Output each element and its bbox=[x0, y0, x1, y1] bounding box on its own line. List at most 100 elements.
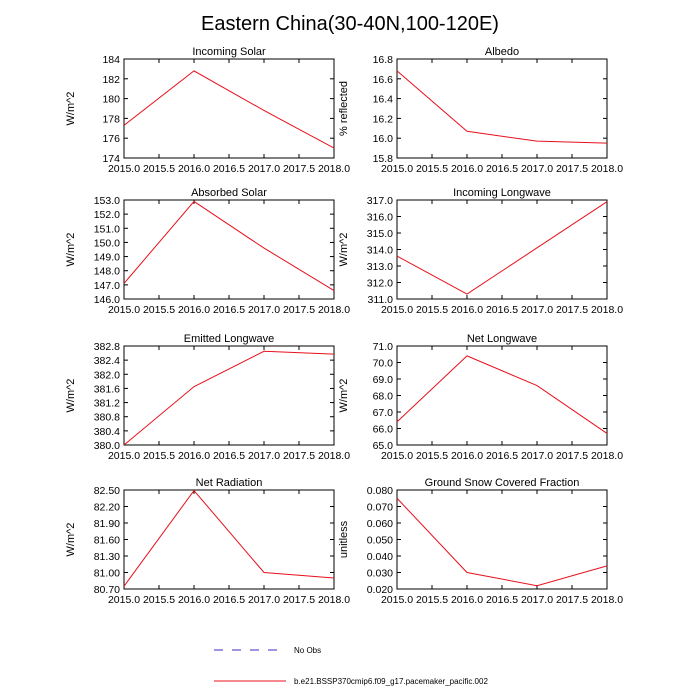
y-tick-label: 68.0 bbox=[373, 391, 394, 403]
panel-net-longwave: Net Longwave W/m^2 2015.0 2015.5 2016.0 2016.… bbox=[338, 333, 623, 462]
y-tick-label: 16.2 bbox=[373, 113, 394, 125]
y-tick-label: 314.0 bbox=[367, 245, 393, 257]
y-tick-label: 151.0 bbox=[94, 223, 120, 235]
y-axis-label: W/m^2 bbox=[65, 379, 77, 413]
series-line bbox=[396, 201, 608, 295]
y-tick-label: 0.040 bbox=[367, 551, 393, 563]
plot-frame bbox=[396, 58, 608, 159]
series-line bbox=[123, 489, 335, 587]
y-tick-label: 16.0 bbox=[373, 133, 394, 145]
y-tick-label: 146.0 bbox=[94, 294, 120, 306]
x-tick-label: 2018.0 bbox=[318, 304, 350, 316]
series-line bbox=[396, 355, 608, 434]
series-line bbox=[123, 200, 335, 291]
y-tick-label: 381.2 bbox=[94, 398, 120, 410]
y-tick-label: 180 bbox=[102, 94, 120, 106]
x-tick-label: 2017.5 bbox=[283, 304, 315, 316]
x-tick-label: 2016.5 bbox=[486, 163, 518, 175]
plot-frame bbox=[396, 345, 608, 446]
x-tick-label: 2015.0 bbox=[381, 304, 413, 316]
x-tick-label: 2016.5 bbox=[486, 450, 518, 462]
panel-title: Albedo bbox=[485, 46, 519, 58]
x-tick-label: 2017.5 bbox=[556, 304, 588, 316]
y-tick-label: 0.070 bbox=[367, 502, 393, 514]
x-tick-label: 2018.0 bbox=[591, 594, 623, 606]
x-tick-label: 2015.0 bbox=[381, 594, 413, 606]
y-axis-label: W/m^2 bbox=[338, 379, 350, 413]
y-tick-label: 382.0 bbox=[94, 369, 120, 381]
x-tick-label: 2017.0 bbox=[248, 594, 280, 606]
plot-frame bbox=[123, 58, 335, 159]
y-tick-label: 81.30 bbox=[94, 551, 120, 563]
x-tick-label: 2018.0 bbox=[318, 163, 350, 175]
y-tick-label: 311.0 bbox=[368, 294, 394, 306]
y-tick-label: 82.20 bbox=[94, 502, 120, 514]
y-tick-label: 147.0 bbox=[94, 280, 120, 292]
x-tick-label: 2015.0 bbox=[108, 163, 140, 175]
x-tick-label: 2017.0 bbox=[521, 304, 553, 316]
panel-incoming-longwave: Incoming Longwave W/m^2 2015.0 2015.5 2016.0… bbox=[338, 187, 623, 316]
legend: No Obs b.e21.BSSP370cmip6.f09_g17.pacema… bbox=[214, 646, 488, 686]
panel-title: Emitted Longwave bbox=[184, 333, 275, 345]
plot-frame bbox=[123, 489, 335, 590]
x-tick-label: 2017.0 bbox=[248, 450, 280, 462]
x-tick-label: 2015.5 bbox=[416, 594, 448, 606]
x-tick-label: 2016.5 bbox=[486, 594, 518, 606]
x-tick-label: 2016.0 bbox=[178, 304, 210, 316]
x-tick-label: 2016.0 bbox=[451, 450, 483, 462]
panel-title: Incoming Solar bbox=[192, 46, 266, 58]
y-tick-label: 69.0 bbox=[373, 374, 394, 386]
series-line bbox=[396, 70, 608, 144]
plot-frame bbox=[396, 199, 608, 300]
y-tick-label: 16.4 bbox=[373, 94, 394, 106]
x-tick-label: 2016.0 bbox=[451, 594, 483, 606]
legend-obs-label: No Obs bbox=[294, 646, 321, 655]
y-tick-label: 81.90 bbox=[94, 518, 120, 530]
x-tick-label: 2015.5 bbox=[143, 304, 175, 316]
x-tick-label: 2017.5 bbox=[556, 450, 588, 462]
y-tick-label: 16.8 bbox=[373, 54, 394, 66]
legend-entry-model: b.e21.BSSP370cmip6.f09_g17.pacemaker_pac… bbox=[214, 677, 488, 686]
x-tick-label: 2016.0 bbox=[451, 304, 483, 316]
y-tick-label: 382.4 bbox=[94, 355, 120, 367]
x-tick-label: 2016.0 bbox=[451, 163, 483, 175]
panel-ground-snow-covered-fraction: Ground Snow Covered Fraction unitless 2015… bbox=[338, 477, 623, 606]
x-tick-label: 2018.0 bbox=[591, 163, 623, 175]
x-tick-label: 2017.0 bbox=[521, 594, 553, 606]
y-tick-label: 380.0 bbox=[94, 440, 120, 452]
y-tick-label: 0.060 bbox=[367, 518, 393, 530]
y-axis-label: W/m^2 bbox=[338, 233, 350, 267]
x-tick-label: 2015.0 bbox=[381, 163, 413, 175]
panel-title: Incoming Longwave bbox=[453, 187, 551, 199]
x-tick-label: 2017.0 bbox=[521, 450, 553, 462]
x-tick-label: 2016.5 bbox=[213, 304, 245, 316]
y-tick-label: 15.8 bbox=[373, 153, 394, 165]
x-tick-label: 2017.5 bbox=[283, 163, 315, 175]
y-tick-label: 184 bbox=[102, 54, 120, 66]
y-tick-label: 81.00 bbox=[94, 568, 120, 580]
x-tick-label: 2015.0 bbox=[108, 450, 140, 462]
plot-frame bbox=[396, 489, 608, 590]
x-tick-label: 2016.0 bbox=[178, 163, 210, 175]
y-tick-label: 380.8 bbox=[94, 412, 120, 424]
x-tick-label: 2017.5 bbox=[283, 450, 315, 462]
x-tick-label: 2016.5 bbox=[213, 163, 245, 175]
y-tick-label: 71.0 bbox=[373, 341, 394, 353]
y-tick-label: 0.020 bbox=[367, 584, 393, 596]
y-tick-label: 82.50 bbox=[94, 485, 120, 497]
panel-title: Absorbed Solar bbox=[191, 187, 267, 199]
x-tick-label: 2016.0 bbox=[178, 450, 210, 462]
x-tick-label: 2018.0 bbox=[591, 450, 623, 462]
y-tick-label: 0.080 bbox=[367, 485, 393, 497]
x-tick-label: 2015.5 bbox=[416, 304, 448, 316]
figure-title: Eastern China(30-40N,100-120E) bbox=[201, 13, 499, 35]
y-tick-label: 66.0 bbox=[373, 424, 394, 436]
legend-entry-obs: No Obs bbox=[214, 646, 321, 655]
plot-frame bbox=[123, 199, 335, 300]
x-tick-label: 2016.5 bbox=[213, 450, 245, 462]
y-tick-label: 152.0 bbox=[94, 209, 120, 221]
